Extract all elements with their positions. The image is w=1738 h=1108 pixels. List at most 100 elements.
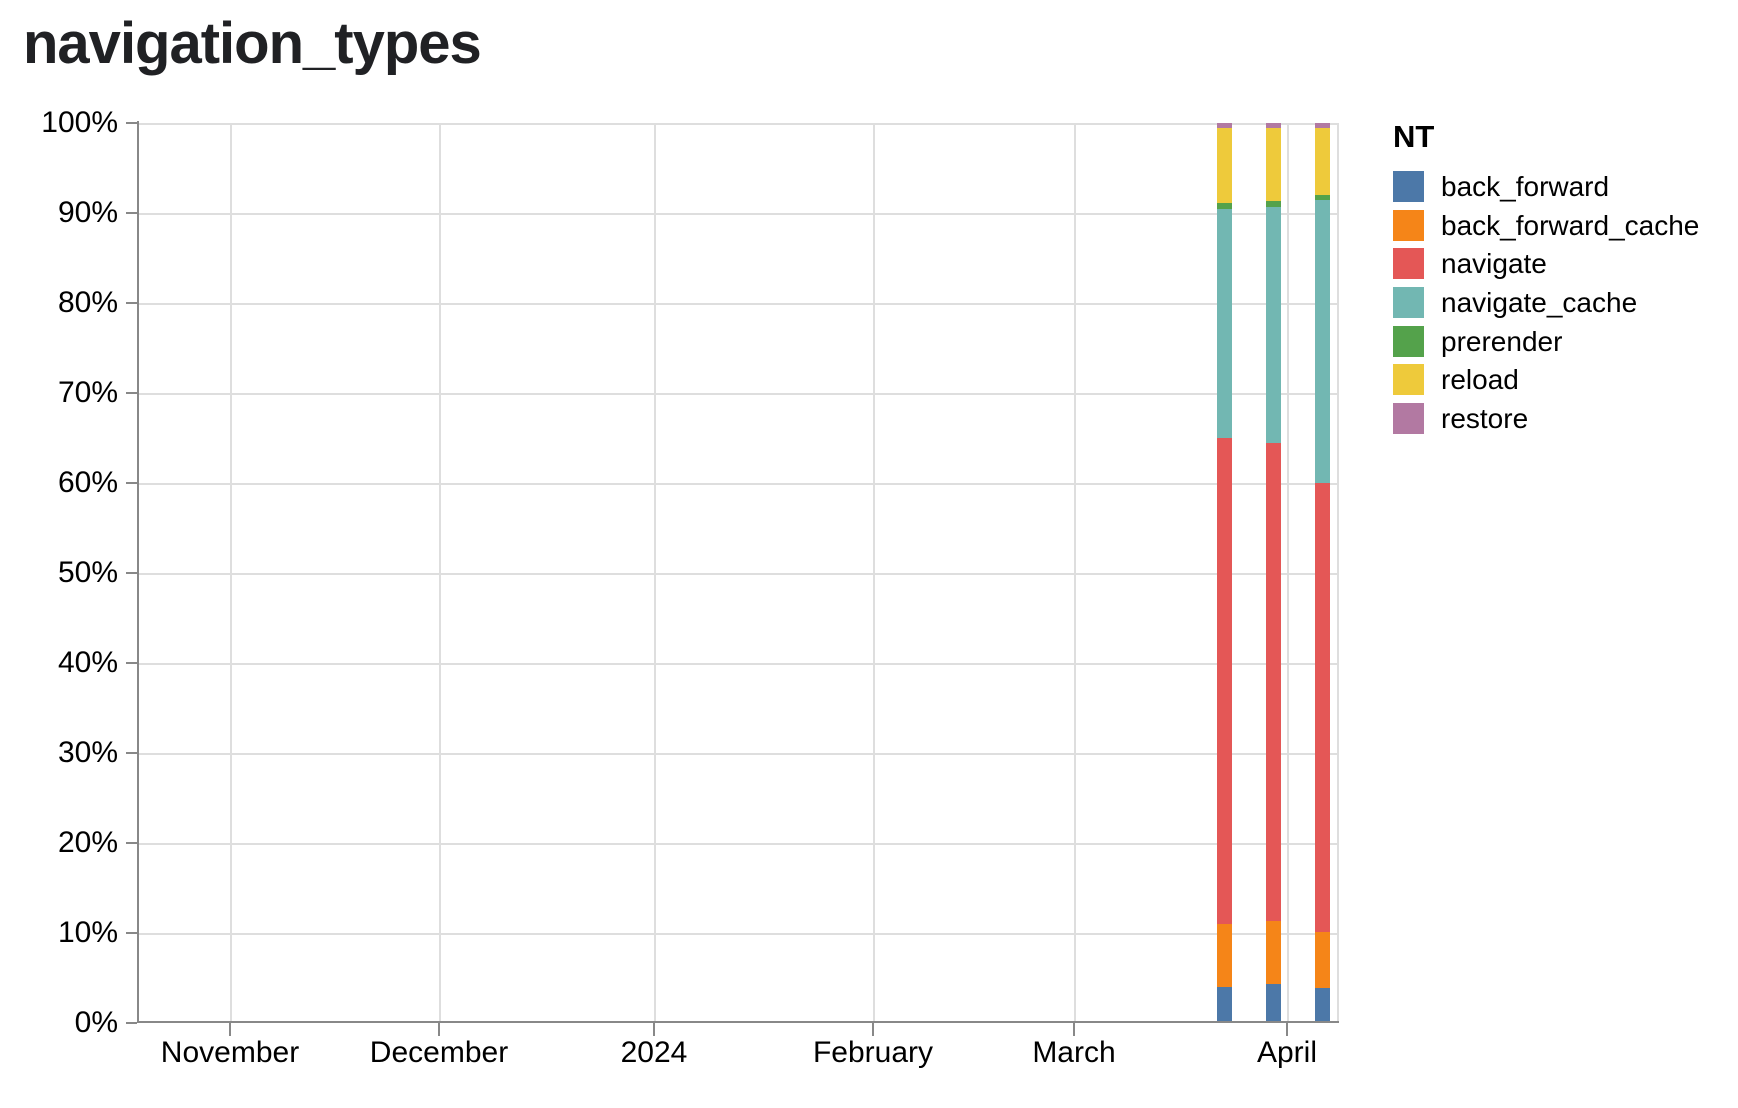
x-axis-line (137, 1021, 1339, 1023)
bar-segment-prerender (1315, 195, 1330, 201)
gridline-vertical (1287, 123, 1289, 1023)
y-tick (126, 1022, 137, 1024)
bar-segment-navigate (1217, 438, 1232, 924)
bar-segment-restore (1217, 123, 1232, 128)
y-tick (126, 482, 137, 484)
gridline-horizontal (138, 123, 1338, 125)
bar-segment-reload (1266, 127, 1281, 202)
bar-week-2 (1266, 123, 1281, 1023)
y-tick (126, 122, 137, 124)
y-tick-label: 80% (57, 286, 118, 319)
bar-week-3 (1315, 123, 1330, 1023)
y-tick (126, 302, 137, 304)
x-tick-label: December (369, 1036, 509, 1069)
legend-item: prerender (1393, 325, 1723, 357)
gridline-horizontal (138, 483, 1338, 485)
bar-segment-navigate (1266, 443, 1281, 922)
gridline-vertical (873, 123, 875, 1023)
legend-item: reload (1393, 364, 1723, 396)
bar-segment-navigate_cache (1217, 208, 1232, 438)
gridline-horizontal (138, 303, 1338, 305)
legend-swatch-back_forward_cache (1393, 209, 1424, 241)
y-tick (126, 752, 137, 754)
bar-segment-reload (1315, 127, 1330, 195)
y-tick (126, 572, 137, 574)
plot-area (138, 123, 1339, 1023)
gridline-vertical (654, 123, 656, 1023)
bar-segment-back_forward_cache (1217, 924, 1232, 987)
gridline-horizontal (138, 753, 1338, 755)
x-tick (1073, 1023, 1075, 1036)
y-tick-label: 20% (57, 826, 118, 859)
x-tick (438, 1023, 440, 1036)
x-tick (229, 1023, 231, 1036)
legend-swatch-navigate (1393, 248, 1424, 280)
y-tick-label: 30% (57, 736, 118, 769)
y-tick-label: 10% (57, 916, 118, 949)
y-tick-label: 40% (57, 646, 118, 679)
gridline-horizontal (138, 213, 1338, 215)
x-tick-label: February (812, 1036, 934, 1069)
legend-item: back_forward_cache (1393, 209, 1723, 241)
bar-segment-reload (1217, 127, 1232, 204)
bar-segment-navigate_cache (1315, 200, 1330, 483)
y-tick-label: 90% (57, 196, 118, 229)
bar-segment-restore (1266, 123, 1281, 128)
legend-swatch-reload (1393, 364, 1424, 396)
legend-label: back_forward (1441, 171, 1610, 202)
bar-segment-prerender (1217, 203, 1232, 209)
x-tick (653, 1023, 655, 1036)
y-tick-label: 100% (41, 106, 118, 139)
legend-label: back_forward_cache (1441, 209, 1700, 241)
gridline-vertical-domain-end (1337, 123, 1339, 1023)
legend-label: navigate (1441, 248, 1547, 280)
bar-segment-navigate (1315, 483, 1330, 933)
bar-segment-back_forward (1217, 987, 1232, 1023)
gridline-horizontal (138, 573, 1338, 575)
bar-segment-back_forward_cache (1315, 932, 1330, 988)
gridline-horizontal (138, 663, 1338, 665)
bar-week-1 (1217, 123, 1232, 1023)
x-tick-label: 2024 (620, 1036, 688, 1069)
gridline-horizontal (138, 843, 1338, 845)
legend-items: back_forward back_forward_cache navigate na… (1393, 171, 1723, 435)
gridline-vertical (1074, 123, 1076, 1023)
legend-item: navigate_cache (1393, 287, 1723, 319)
legend-swatch-prerender (1393, 325, 1424, 357)
legend-label: restore (1441, 403, 1529, 435)
legend-item: navigate (1393, 248, 1723, 280)
legend-label: prerender (1441, 325, 1563, 357)
x-tick (1286, 1023, 1288, 1036)
bar-segment-prerender (1266, 201, 1281, 207)
y-tick-label: 50% (57, 556, 118, 589)
legend-swatch-navigate_cache (1393, 287, 1424, 319)
y-axis-line (137, 121, 139, 1023)
bar-segment-back_forward_cache (1266, 921, 1281, 985)
y-tick (126, 212, 137, 214)
gridline-vertical (230, 123, 232, 1023)
y-tick (126, 932, 137, 934)
legend-item: restore (1393, 403, 1723, 435)
bar-segment-restore (1315, 123, 1330, 128)
legend-label: reload (1441, 364, 1519, 396)
y-tick (126, 392, 137, 394)
legend-title: NT (1393, 119, 1435, 154)
legend-swatch-restore (1393, 403, 1424, 435)
bar-segment-back_forward (1315, 987, 1330, 1023)
bar-segment-back_forward (1266, 984, 1281, 1023)
x-tick-label: March (1032, 1036, 1116, 1069)
y-tick (126, 662, 137, 664)
bar-segment-navigate_cache (1266, 206, 1281, 444)
x-tick-label: April (1256, 1036, 1317, 1069)
legend-label: navigate_cache (1441, 287, 1638, 319)
x-tick (872, 1023, 874, 1036)
y-tick-label: 0% (74, 1006, 118, 1039)
gridline-horizontal (138, 933, 1338, 935)
y-tick-label: 60% (57, 466, 118, 499)
gridline-horizontal (138, 393, 1338, 395)
gridline-vertical (439, 123, 441, 1023)
chart-title: navigation_types (23, 11, 482, 76)
legend-item: back_forward (1393, 171, 1723, 202)
